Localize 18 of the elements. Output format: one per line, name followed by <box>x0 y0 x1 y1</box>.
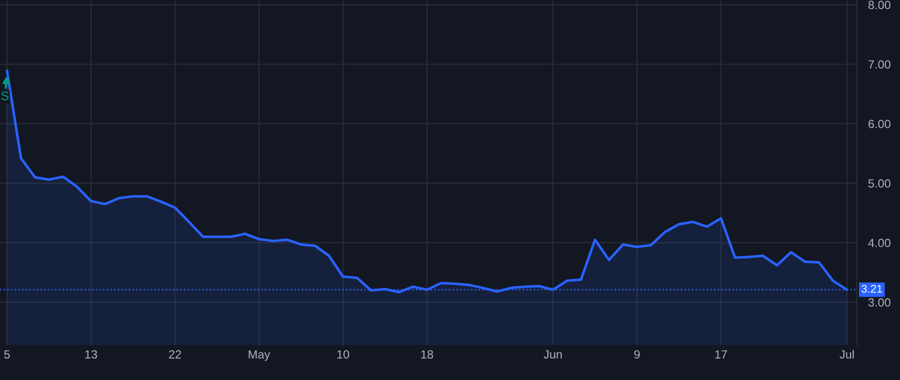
ref-line-label: 3.21 <box>862 284 882 293</box>
x-tick-label: 5 <box>4 350 10 359</box>
x-tick-label: 9 <box>634 350 640 359</box>
y-tick-label: 4.00 <box>868 238 890 248</box>
x-tick-label: 17 <box>715 350 727 358</box>
x-tick-label: 18 <box>421 350 434 359</box>
y-tick-label: 8.00 <box>868 0 890 10</box>
x-tick-label: Jul <box>840 350 854 359</box>
x-tick-label: 13 <box>85 350 98 359</box>
x-tick-label: 22 <box>169 350 181 358</box>
x-tick-label: May <box>248 350 270 361</box>
x-tick-label: 10 <box>337 350 350 359</box>
annotation: S <box>1 91 8 100</box>
y-tick-label: 3.00 <box>868 298 890 307</box>
x-tick-label: Jun <box>544 350 562 359</box>
y-tick-label: 5.00 <box>868 179 890 188</box>
y-tick-label: 6.00 <box>868 120 890 128</box>
y-tick-label: 7.00 <box>868 60 890 69</box>
